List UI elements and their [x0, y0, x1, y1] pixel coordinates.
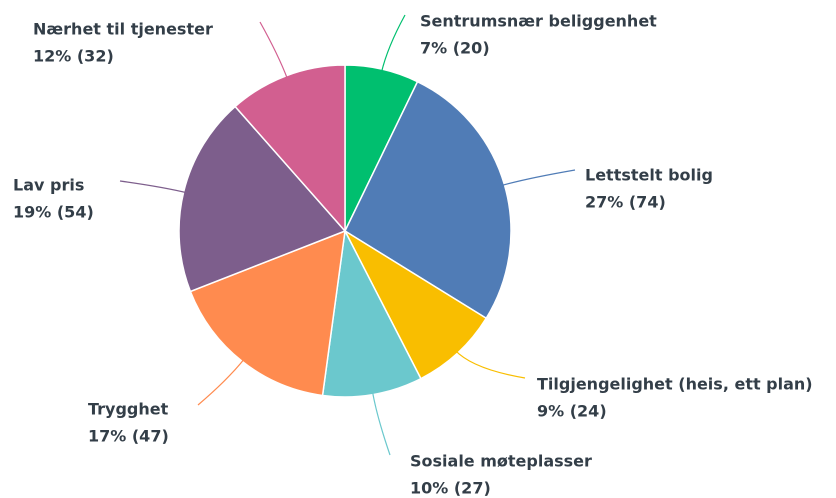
- leader-line: [371, 390, 391, 456]
- leader-line: [500, 169, 576, 187]
- leader-line: [259, 21, 289, 80]
- slice-label: Trygghet: [88, 400, 169, 419]
- slice-label: Lettstelt bolig: [585, 166, 713, 185]
- slice-label: Tilgjengelighet (heis, ett plan): [537, 375, 813, 394]
- slice-value: 7% (20): [420, 39, 490, 58]
- leader-line: [454, 349, 526, 379]
- slice-label: Sentrumsnær beliggenhet: [420, 12, 657, 31]
- slice-value: 19% (54): [13, 203, 94, 222]
- slice-value: 9% (24): [537, 402, 607, 421]
- leader-line: [197, 357, 246, 406]
- leader-line: [119, 180, 188, 194]
- slice-label: Nærhet til tjenester: [33, 20, 213, 39]
- slice-value: 10% (27): [410, 479, 491, 498]
- slice-value: 12% (32): [33, 47, 114, 66]
- slice-label: Lav pris: [13, 176, 84, 195]
- leader-line: [380, 14, 406, 74]
- slice-label: Sosiale møteplasser: [410, 452, 592, 471]
- slice-value: 27% (74): [585, 193, 666, 212]
- slice-value: 17% (47): [88, 427, 169, 446]
